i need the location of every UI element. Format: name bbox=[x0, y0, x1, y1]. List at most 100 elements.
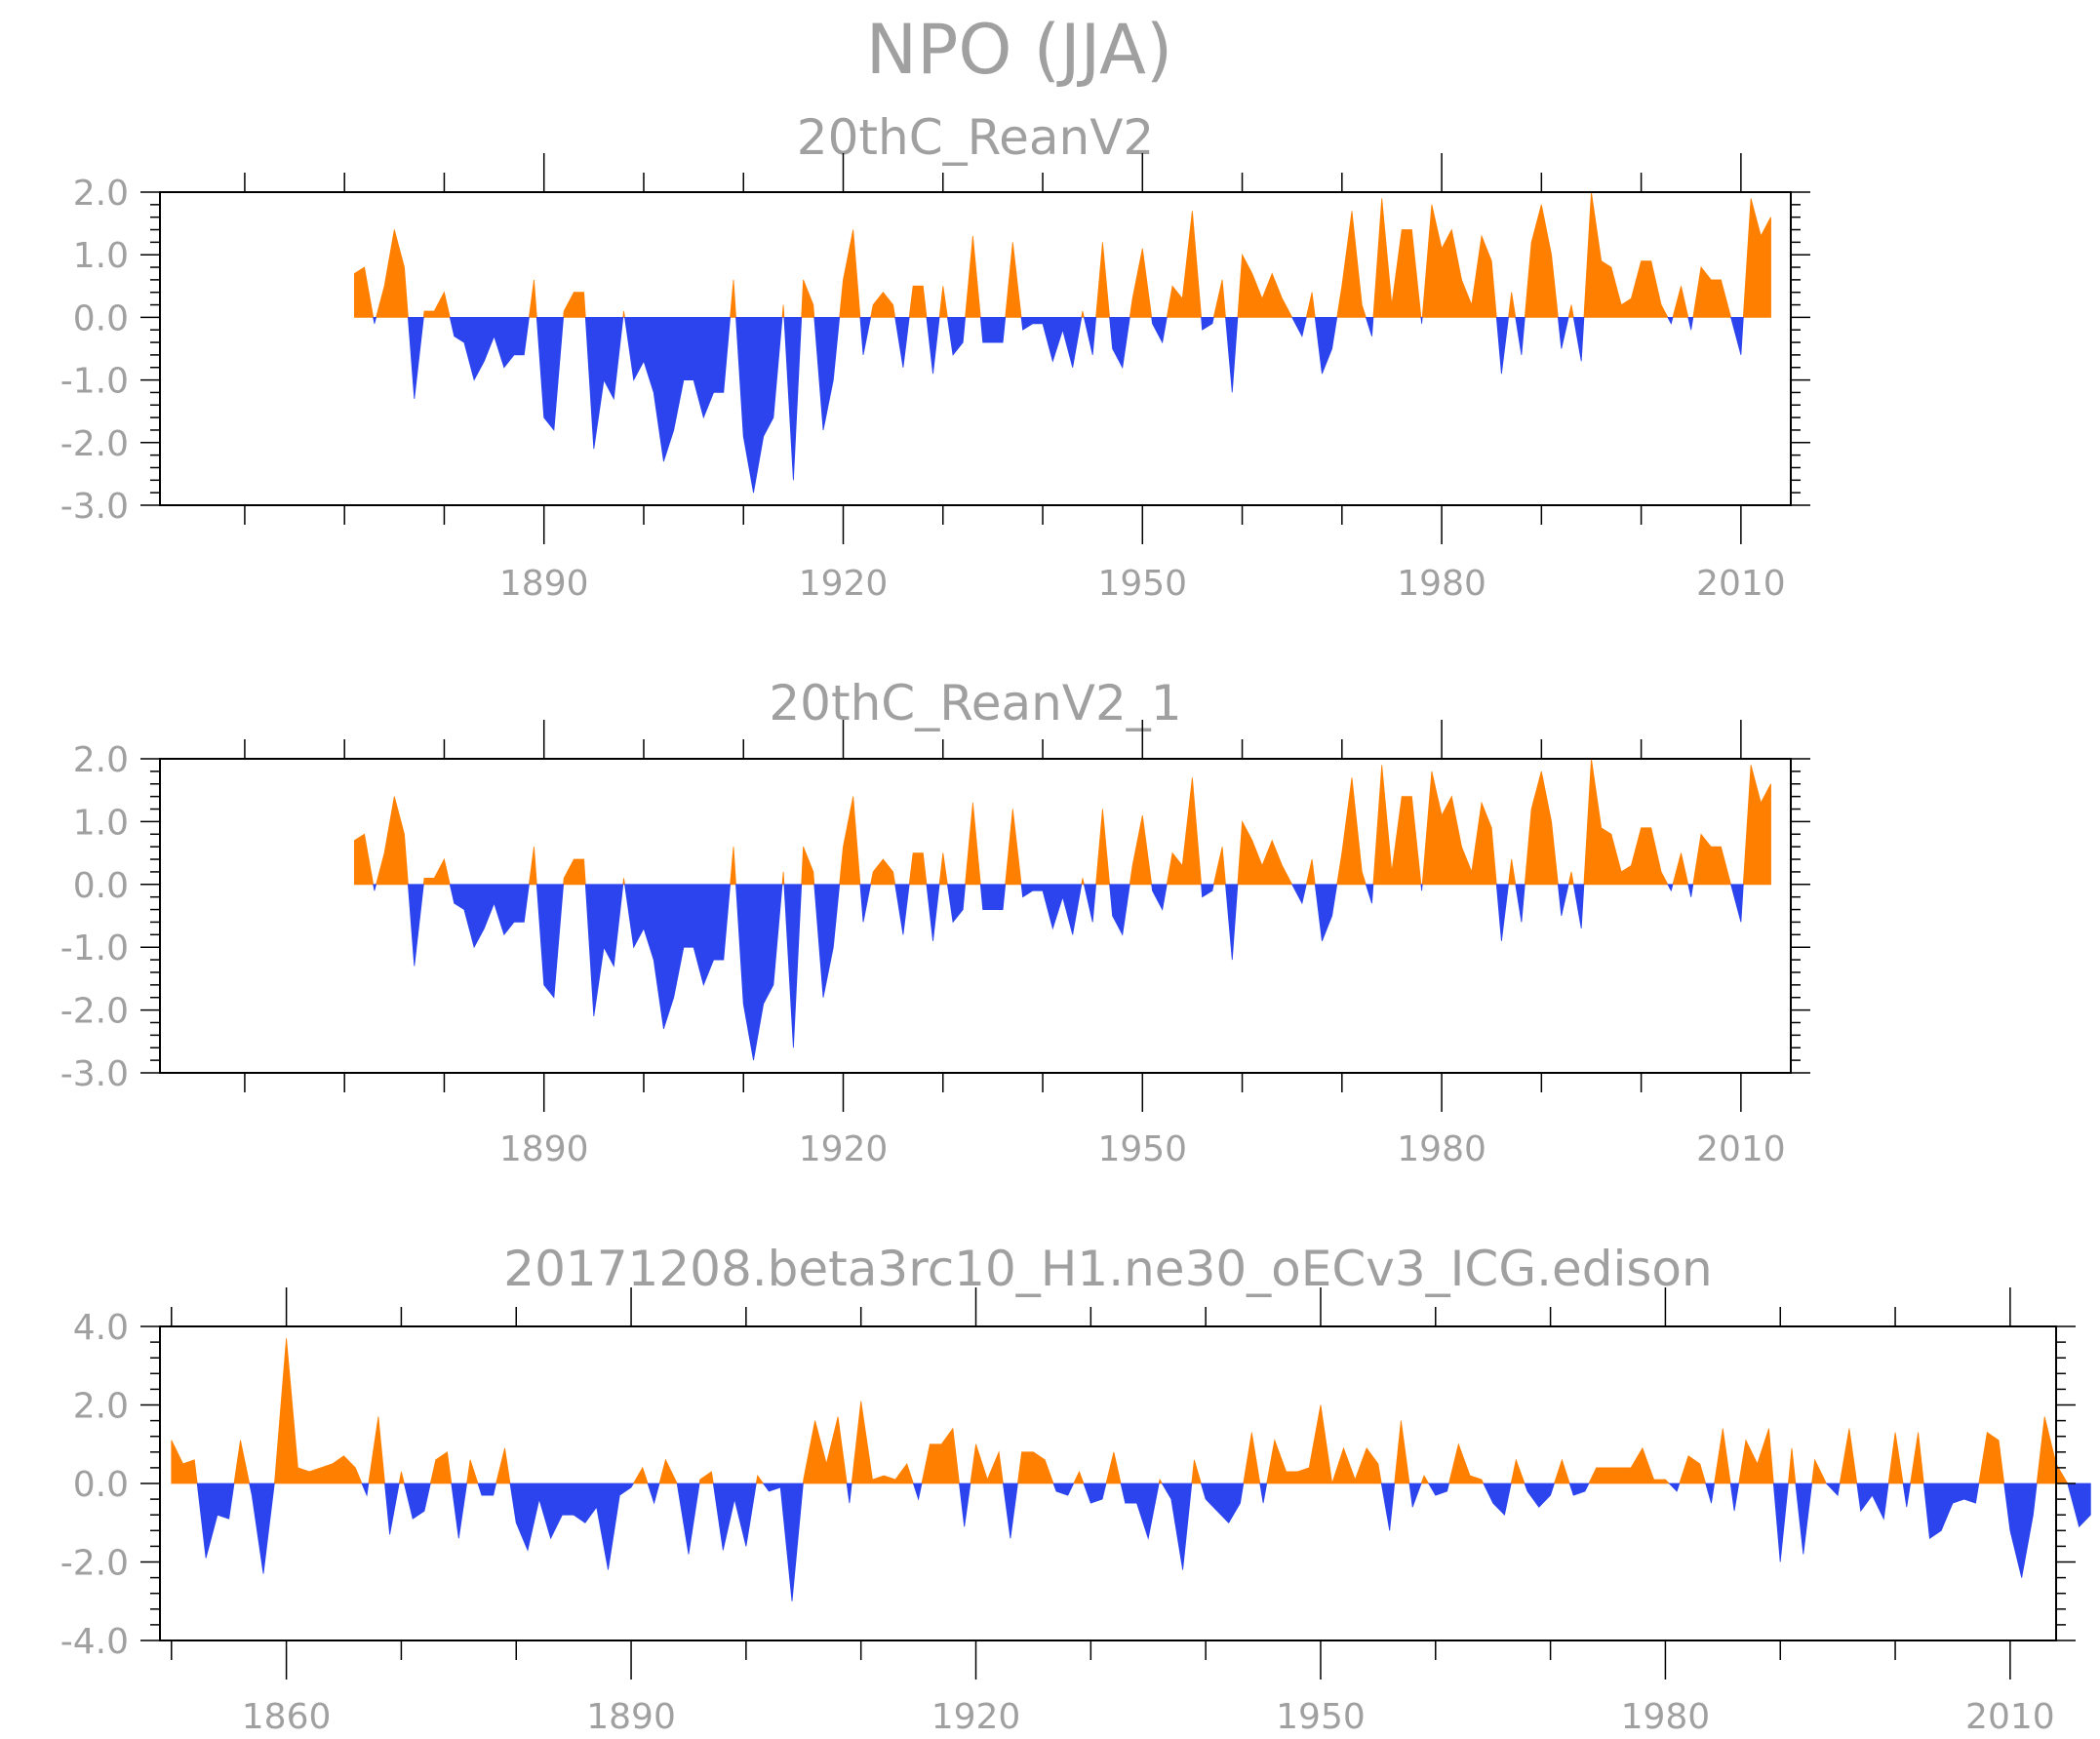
positive-area bbox=[622, 878, 625, 886]
negative-area bbox=[1667, 884, 1674, 892]
negative-area bbox=[1557, 884, 1569, 917]
negative-area bbox=[859, 884, 872, 923]
negative-area bbox=[1083, 316, 1097, 355]
y-tick-label: 0.0 bbox=[73, 298, 129, 338]
positive-area bbox=[429, 1451, 453, 1484]
negative-area bbox=[926, 884, 940, 941]
negative-area bbox=[946, 884, 967, 924]
panels: 20thC_ReanV2 2.0 1.0 0.0 -1.0 -2.0 -3.0 1890 192… bbox=[60, 109, 2091, 1737]
y-tick-label: 2.0 bbox=[73, 174, 129, 214]
y-tick-label: -3.0 bbox=[60, 487, 129, 527]
negative-area bbox=[509, 1482, 635, 1570]
negative-area bbox=[959, 1482, 971, 1527]
positive-area bbox=[1508, 858, 1517, 886]
y-tick-label: 2.0 bbox=[73, 1387, 129, 1427]
negative-area bbox=[1225, 316, 1239, 393]
y-tick-label: 0.0 bbox=[73, 1465, 129, 1505]
y-tick-label: -3.0 bbox=[60, 1054, 129, 1094]
positive-area bbox=[870, 858, 896, 886]
positive-area bbox=[965, 235, 981, 318]
positive-area bbox=[1508, 292, 1517, 318]
negative-area bbox=[249, 1482, 275, 1574]
positive-area bbox=[1081, 310, 1085, 318]
positive-area bbox=[1420, 1475, 1430, 1484]
y-tick-label: 2.0 bbox=[73, 740, 129, 780]
negative-area bbox=[196, 1482, 235, 1559]
positive-area bbox=[1212, 279, 1226, 318]
negative-area bbox=[894, 316, 910, 368]
chart-panel-3: 20171208.beta3rc10_H1.ne30_oECv3_ICG.edi… bbox=[60, 1241, 2091, 1737]
negative-area bbox=[1259, 1482, 1268, 1504]
positive-area bbox=[1910, 1432, 1924, 1484]
positive-area bbox=[851, 1401, 914, 1484]
negative-area bbox=[584, 884, 624, 1017]
negative-area bbox=[407, 316, 424, 399]
positive-area bbox=[970, 1443, 1004, 1484]
y-tick-label: 0.0 bbox=[73, 866, 129, 906]
negative-area bbox=[783, 884, 803, 1048]
positive-area bbox=[1073, 1470, 1085, 1484]
x-tick-label: 1980 bbox=[1621, 1697, 1711, 1737]
positive-area bbox=[1016, 1451, 1054, 1484]
positive-area bbox=[1129, 814, 1153, 886]
negative-area bbox=[762, 1482, 804, 1601]
chart-panel-1: 20thC_ReanV2 2.0 1.0 0.0 -1.0 -2.0 -3.0 1890 192… bbox=[60, 109, 1810, 604]
negative-area bbox=[1902, 1482, 1912, 1508]
positive-area bbox=[376, 229, 409, 318]
negative-area bbox=[1420, 884, 1423, 891]
positive-area bbox=[368, 1416, 385, 1484]
positive-area bbox=[1336, 777, 1367, 886]
negative-area bbox=[735, 316, 783, 494]
positive-area bbox=[698, 1471, 714, 1484]
positive-area bbox=[171, 1440, 198, 1484]
negative-area bbox=[676, 1482, 700, 1555]
negative-area bbox=[1922, 1482, 1980, 1540]
negative-area bbox=[1020, 884, 1083, 935]
negative-area bbox=[1380, 1482, 1396, 1531]
positive-area bbox=[1158, 1478, 1164, 1484]
positive-area bbox=[1394, 1420, 1410, 1484]
negative-area bbox=[1109, 884, 1130, 936]
positive-area bbox=[1714, 1428, 1731, 1484]
positive-area bbox=[1336, 211, 1367, 318]
negative-area bbox=[1201, 316, 1214, 331]
negative-area bbox=[2067, 1482, 2091, 1528]
positive-area bbox=[273, 1338, 363, 1484]
negative-area bbox=[1201, 884, 1214, 898]
negative-area bbox=[373, 884, 377, 891]
y-tick-label: 4.0 bbox=[73, 1308, 129, 1348]
negative-area bbox=[1151, 884, 1168, 911]
positive-area bbox=[398, 1471, 405, 1484]
negative-area bbox=[1291, 316, 1307, 337]
negative-area bbox=[1515, 884, 1525, 923]
y-tick-label: -1.0 bbox=[60, 929, 129, 968]
positive-area bbox=[563, 858, 586, 886]
negative-area bbox=[535, 316, 565, 432]
x-tick-label: 1980 bbox=[1397, 1129, 1486, 1169]
chart-panel-2: 20thC_ReanV2_1 2.0 1.0 0.0 -1.0 -2.0 -3.0 1890 1… bbox=[60, 675, 1810, 1169]
x-tick-label: 1890 bbox=[586, 1697, 676, 1737]
positive-area bbox=[1095, 809, 1111, 886]
panel-title: 20171208.beta3rc10_H1.ne30_oECv3_ICG.edi… bbox=[503, 1241, 1712, 1297]
positive-area bbox=[1331, 1446, 1382, 1484]
negative-area bbox=[712, 1482, 757, 1551]
positive-area bbox=[730, 847, 736, 886]
negative-area bbox=[813, 884, 841, 998]
positive-area bbox=[908, 285, 928, 318]
positive-area bbox=[1510, 1458, 1525, 1484]
y-tick-label: -2.0 bbox=[60, 992, 129, 1032]
negative-area bbox=[361, 1482, 370, 1497]
positive-area bbox=[528, 279, 537, 318]
positive-area bbox=[839, 229, 861, 318]
positive-area bbox=[376, 796, 409, 886]
positive-area bbox=[1583, 758, 1669, 886]
positive-area bbox=[1738, 1428, 1774, 1484]
negative-area bbox=[1515, 316, 1525, 355]
negative-area bbox=[624, 316, 732, 462]
x-tick-label: 1950 bbox=[1276, 1697, 1366, 1737]
negative-area bbox=[1225, 884, 1239, 961]
negative-area bbox=[1483, 1482, 1512, 1517]
positive-area bbox=[1811, 1458, 1828, 1484]
negative-area bbox=[624, 884, 732, 1030]
positive-area bbox=[1095, 242, 1111, 318]
